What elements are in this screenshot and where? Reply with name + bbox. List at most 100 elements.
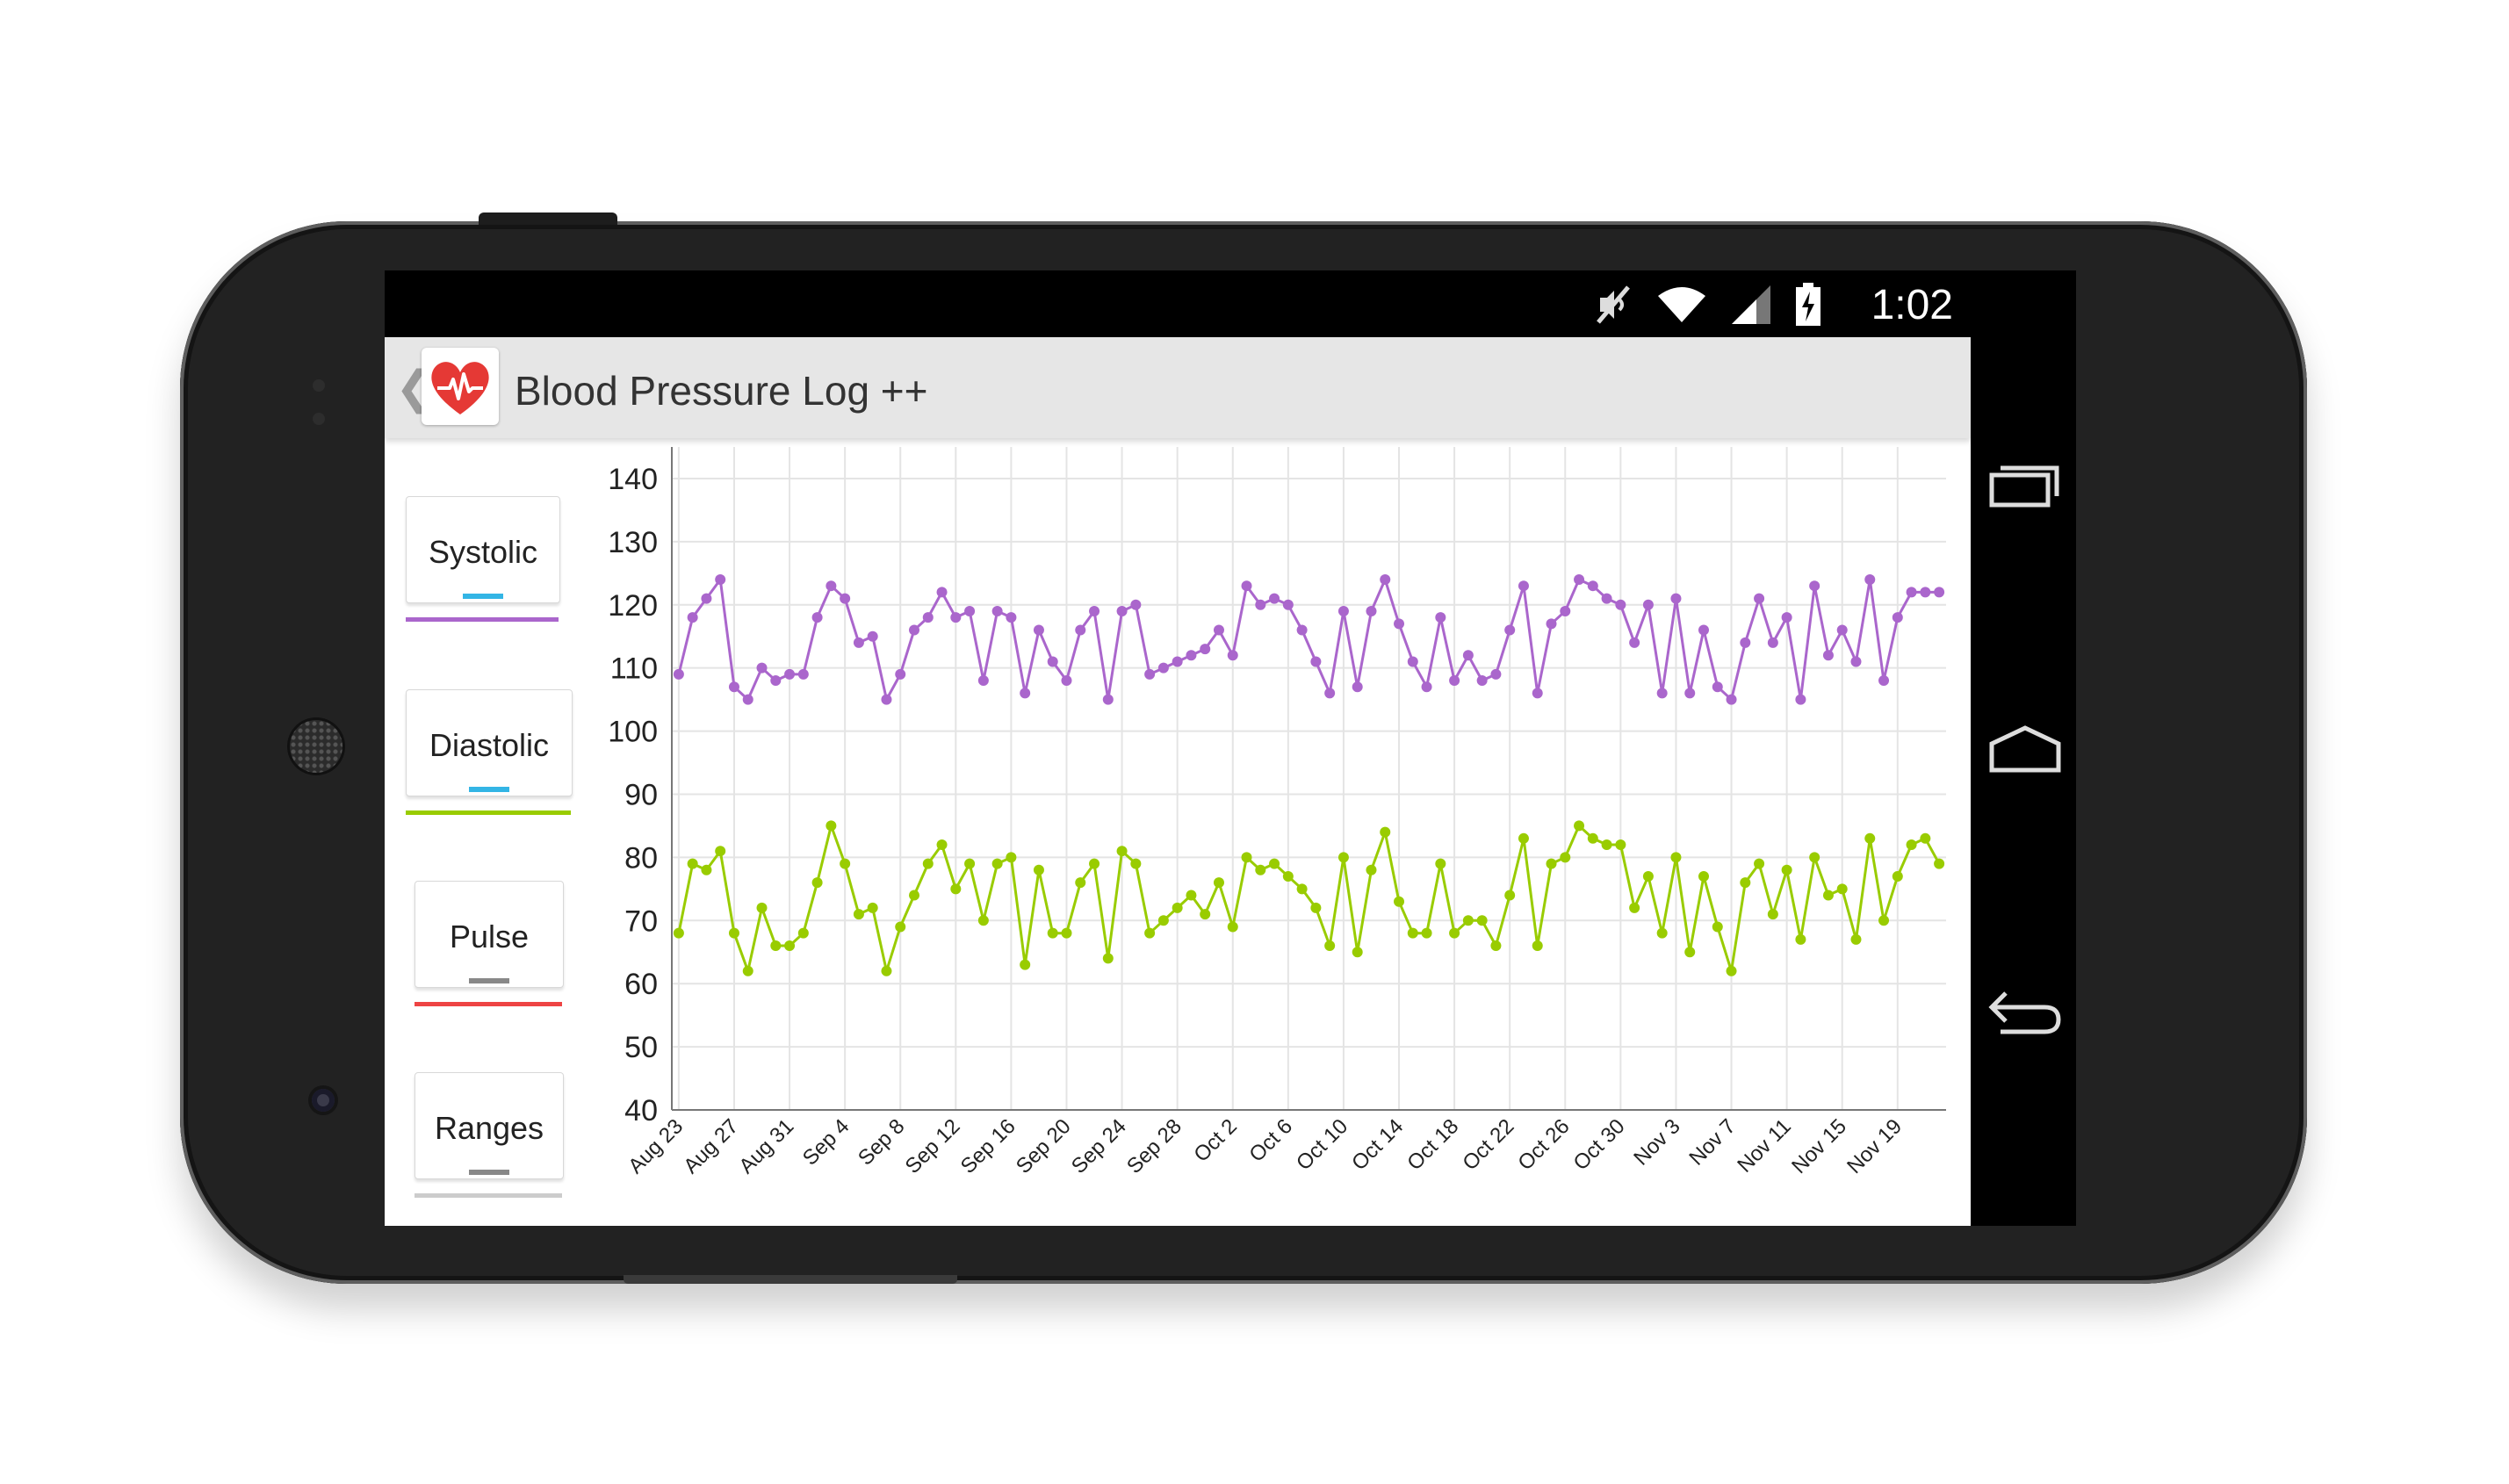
systolic-data-point bbox=[1504, 624, 1516, 636]
systolic-data-point bbox=[1712, 681, 1723, 693]
systolic-data-point bbox=[687, 612, 698, 623]
diastolic-data-point bbox=[1380, 826, 1391, 838]
systolic-data-point bbox=[1102, 694, 1114, 705]
x-tick-label: Nov 19 bbox=[1842, 1114, 1907, 1178]
legend-dash bbox=[469, 978, 509, 983]
systolic-data-point bbox=[1324, 688, 1336, 699]
diastolic-data-point bbox=[715, 846, 726, 857]
status-bar: 1:02 bbox=[385, 270, 1971, 337]
systolic-data-point bbox=[1200, 644, 1211, 655]
series-legend: Systolic Diastolic Pulse Ranges bbox=[385, 438, 595, 1226]
systolic-data-point bbox=[1435, 612, 1446, 623]
light-sensor bbox=[313, 413, 325, 425]
systolic-series-line bbox=[406, 617, 559, 622]
systolic-data-point bbox=[1282, 599, 1294, 610]
diastolic-data-point bbox=[1878, 915, 1890, 926]
diastolic-data-point bbox=[1157, 915, 1169, 926]
x-tick-label: Oct 22 bbox=[1458, 1114, 1518, 1175]
navigation-bar bbox=[1971, 270, 2076, 1226]
y-tick-label: 70 bbox=[624, 904, 658, 938]
diastolic-data-point bbox=[1435, 858, 1446, 869]
x-tick-label: Sep 16 bbox=[956, 1114, 1020, 1178]
systolic-data-point bbox=[1033, 624, 1044, 636]
systolic-data-point bbox=[1560, 605, 1571, 616]
diastolic-data-point bbox=[1850, 933, 1862, 945]
diastolic-data-point bbox=[1698, 870, 1709, 882]
diastolic-data-point bbox=[1490, 940, 1502, 952]
ranges-series-line bbox=[415, 1193, 562, 1198]
systolic-data-point bbox=[1574, 574, 1585, 585]
diastolic-data-point bbox=[1337, 852, 1349, 863]
back-icon[interactable] bbox=[1988, 986, 2062, 1039]
systolic-toggle-button[interactable]: Systolic bbox=[406, 496, 560, 603]
systolic-data-point bbox=[1255, 599, 1266, 610]
systolic-data-point bbox=[1144, 668, 1156, 680]
systolic-data-point bbox=[881, 694, 892, 705]
legend-label: Ranges bbox=[434, 1110, 544, 1146]
mute-icon bbox=[1597, 285, 1630, 324]
x-tick-label: Oct 2 bbox=[1189, 1114, 1242, 1167]
diastolic-toggle-button[interactable]: Diastolic bbox=[406, 689, 573, 796]
systolic-data-point bbox=[1850, 656, 1862, 667]
systolic-data-point bbox=[1089, 605, 1100, 616]
ranges-toggle-button[interactable]: Ranges bbox=[415, 1072, 564, 1179]
systolic-data-point bbox=[1421, 681, 1432, 693]
battery-charging-icon bbox=[1796, 283, 1820, 326]
systolic-data-point bbox=[1795, 694, 1806, 705]
y-tick-label: 110 bbox=[610, 652, 658, 686]
diastolic-data-point bbox=[1795, 933, 1806, 945]
x-tick-label: Sep 20 bbox=[1012, 1114, 1076, 1178]
systolic-data-point bbox=[1822, 650, 1834, 661]
diastolic-data-point bbox=[1920, 832, 1931, 844]
x-tick-label: Aug 27 bbox=[679, 1114, 743, 1178]
diastolic-data-point bbox=[1227, 921, 1238, 933]
diastolic-data-point bbox=[1740, 877, 1751, 889]
systolic-data-point bbox=[1656, 688, 1668, 699]
legend-dash bbox=[463, 594, 503, 599]
diastolic-data-point bbox=[1366, 864, 1377, 875]
systolic-data-point bbox=[728, 681, 739, 693]
systolic-data-point bbox=[1781, 612, 1792, 623]
diastolic-data-point bbox=[701, 864, 712, 875]
systolic-data-point bbox=[853, 637, 864, 648]
y-tick-label: 80 bbox=[624, 841, 658, 875]
systolic-data-point bbox=[936, 587, 948, 598]
diastolic-data-point bbox=[1934, 858, 1945, 869]
diastolic-data-point bbox=[1310, 902, 1322, 913]
x-tick-label: Sep 28 bbox=[1122, 1114, 1186, 1178]
diastolic-data-point bbox=[895, 921, 906, 933]
systolic-data-point bbox=[1061, 675, 1072, 687]
recent-apps-icon[interactable] bbox=[1988, 459, 2062, 512]
diastolic-data-point bbox=[1726, 965, 1737, 976]
systolic-data-point bbox=[1241, 580, 1252, 592]
heart-pulse-icon[interactable] bbox=[422, 348, 499, 425]
systolic-data-point bbox=[1394, 618, 1405, 630]
y-tick-label: 50 bbox=[624, 1031, 658, 1064]
x-tick-label: Nov 7 bbox=[1684, 1114, 1740, 1170]
diastolic-data-point bbox=[1130, 858, 1142, 869]
home-icon[interactable] bbox=[1988, 723, 2062, 775]
systolic-data-point bbox=[1337, 605, 1349, 616]
pulse-series-line bbox=[415, 1002, 562, 1006]
systolic-data-point bbox=[1670, 593, 1682, 604]
systolic-data-point bbox=[811, 612, 823, 623]
systolic-data-point bbox=[1269, 593, 1280, 604]
systolic-data-point bbox=[991, 605, 1003, 616]
diastolic-data-point bbox=[1144, 927, 1156, 939]
systolic-series-line bbox=[677, 578, 1940, 702]
y-tick-label: 60 bbox=[624, 968, 658, 1001]
y-tick-label: 130 bbox=[608, 526, 658, 559]
x-tick-label: Sep 4 bbox=[798, 1114, 854, 1170]
diastolic-data-point bbox=[1394, 896, 1405, 907]
systolic-data-point bbox=[909, 624, 920, 636]
systolic-data-point bbox=[1352, 681, 1363, 693]
legend-label: Systolic bbox=[428, 534, 538, 570]
pulse-toggle-button[interactable]: Pulse bbox=[415, 881, 564, 988]
diastolic-data-point bbox=[881, 965, 892, 976]
systolic-data-point bbox=[1172, 656, 1183, 667]
diastolic-data-point bbox=[797, 927, 809, 939]
x-tick-label: Oct 6 bbox=[1244, 1114, 1297, 1167]
systolic-data-point bbox=[784, 668, 796, 680]
diastolic-data-point bbox=[922, 858, 934, 869]
